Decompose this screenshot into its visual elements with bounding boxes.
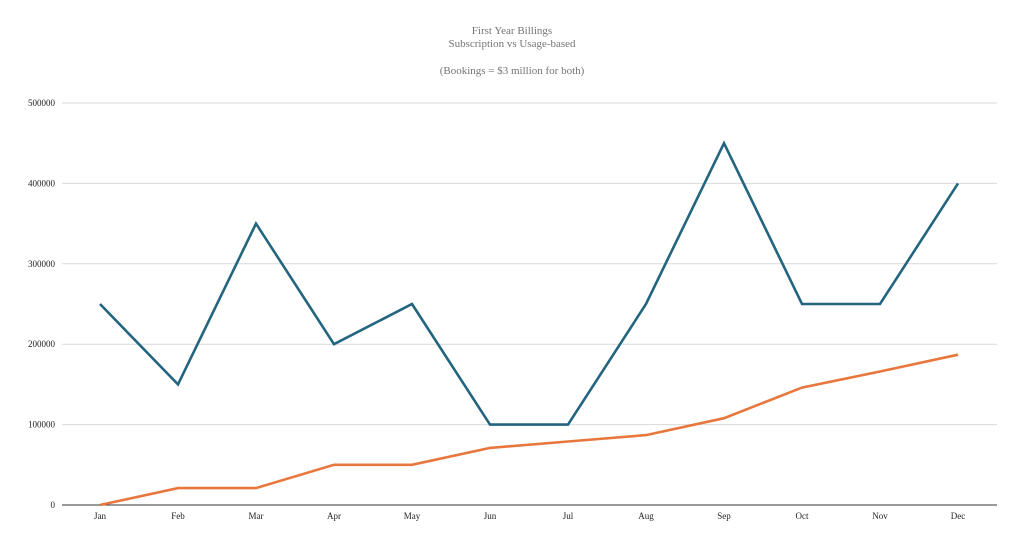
x-tick-label: Jun: [484, 511, 497, 521]
series-line-2: [99, 353, 959, 507]
chart-title: First Year Billings: [471, 25, 553, 37]
x-tick-label: May: [404, 511, 421, 521]
x-tick-label: Jan: [94, 511, 106, 521]
x-axis-tick-labels: Jan Feb Mar Apr May Jun Jul Aug Sep Oct Nov Dec: [94, 511, 965, 521]
y-tick-label: 0: [51, 500, 56, 510]
chart-annotation: (Bookings = $3 million for both): [439, 65, 585, 77]
y-axis-tick-labels: 0 100000 200000 300000 400000 500000: [28, 98, 56, 510]
x-tick-label: Oct: [796, 511, 809, 521]
series-lines: [99, 140, 960, 507]
y-tick-label: 500000: [28, 98, 56, 108]
x-tick-label: Apr: [327, 511, 341, 521]
x-tick-label: Dec: [951, 511, 966, 521]
y-tick-label: 100000: [28, 420, 56, 430]
x-tick-label: Feb: [171, 511, 185, 521]
x-tick-label: Sep: [717, 511, 731, 521]
y-tick-label: 400000: [28, 178, 56, 188]
x-tick-label: Nov: [872, 511, 888, 521]
x-tick-label: Jul: [563, 511, 574, 521]
y-tick-label: 200000: [28, 339, 56, 349]
x-tick-label: Mar: [249, 511, 264, 521]
chart-subtitle: Subscription vs Usage-based: [448, 38, 576, 50]
chart-title-block: First Year Billings Subscription vs Usag…: [0, 25, 1024, 78]
y-tick-label: 300000: [28, 259, 56, 269]
series-line-1: [99, 140, 960, 426]
x-tick-label: Aug: [638, 511, 654, 521]
